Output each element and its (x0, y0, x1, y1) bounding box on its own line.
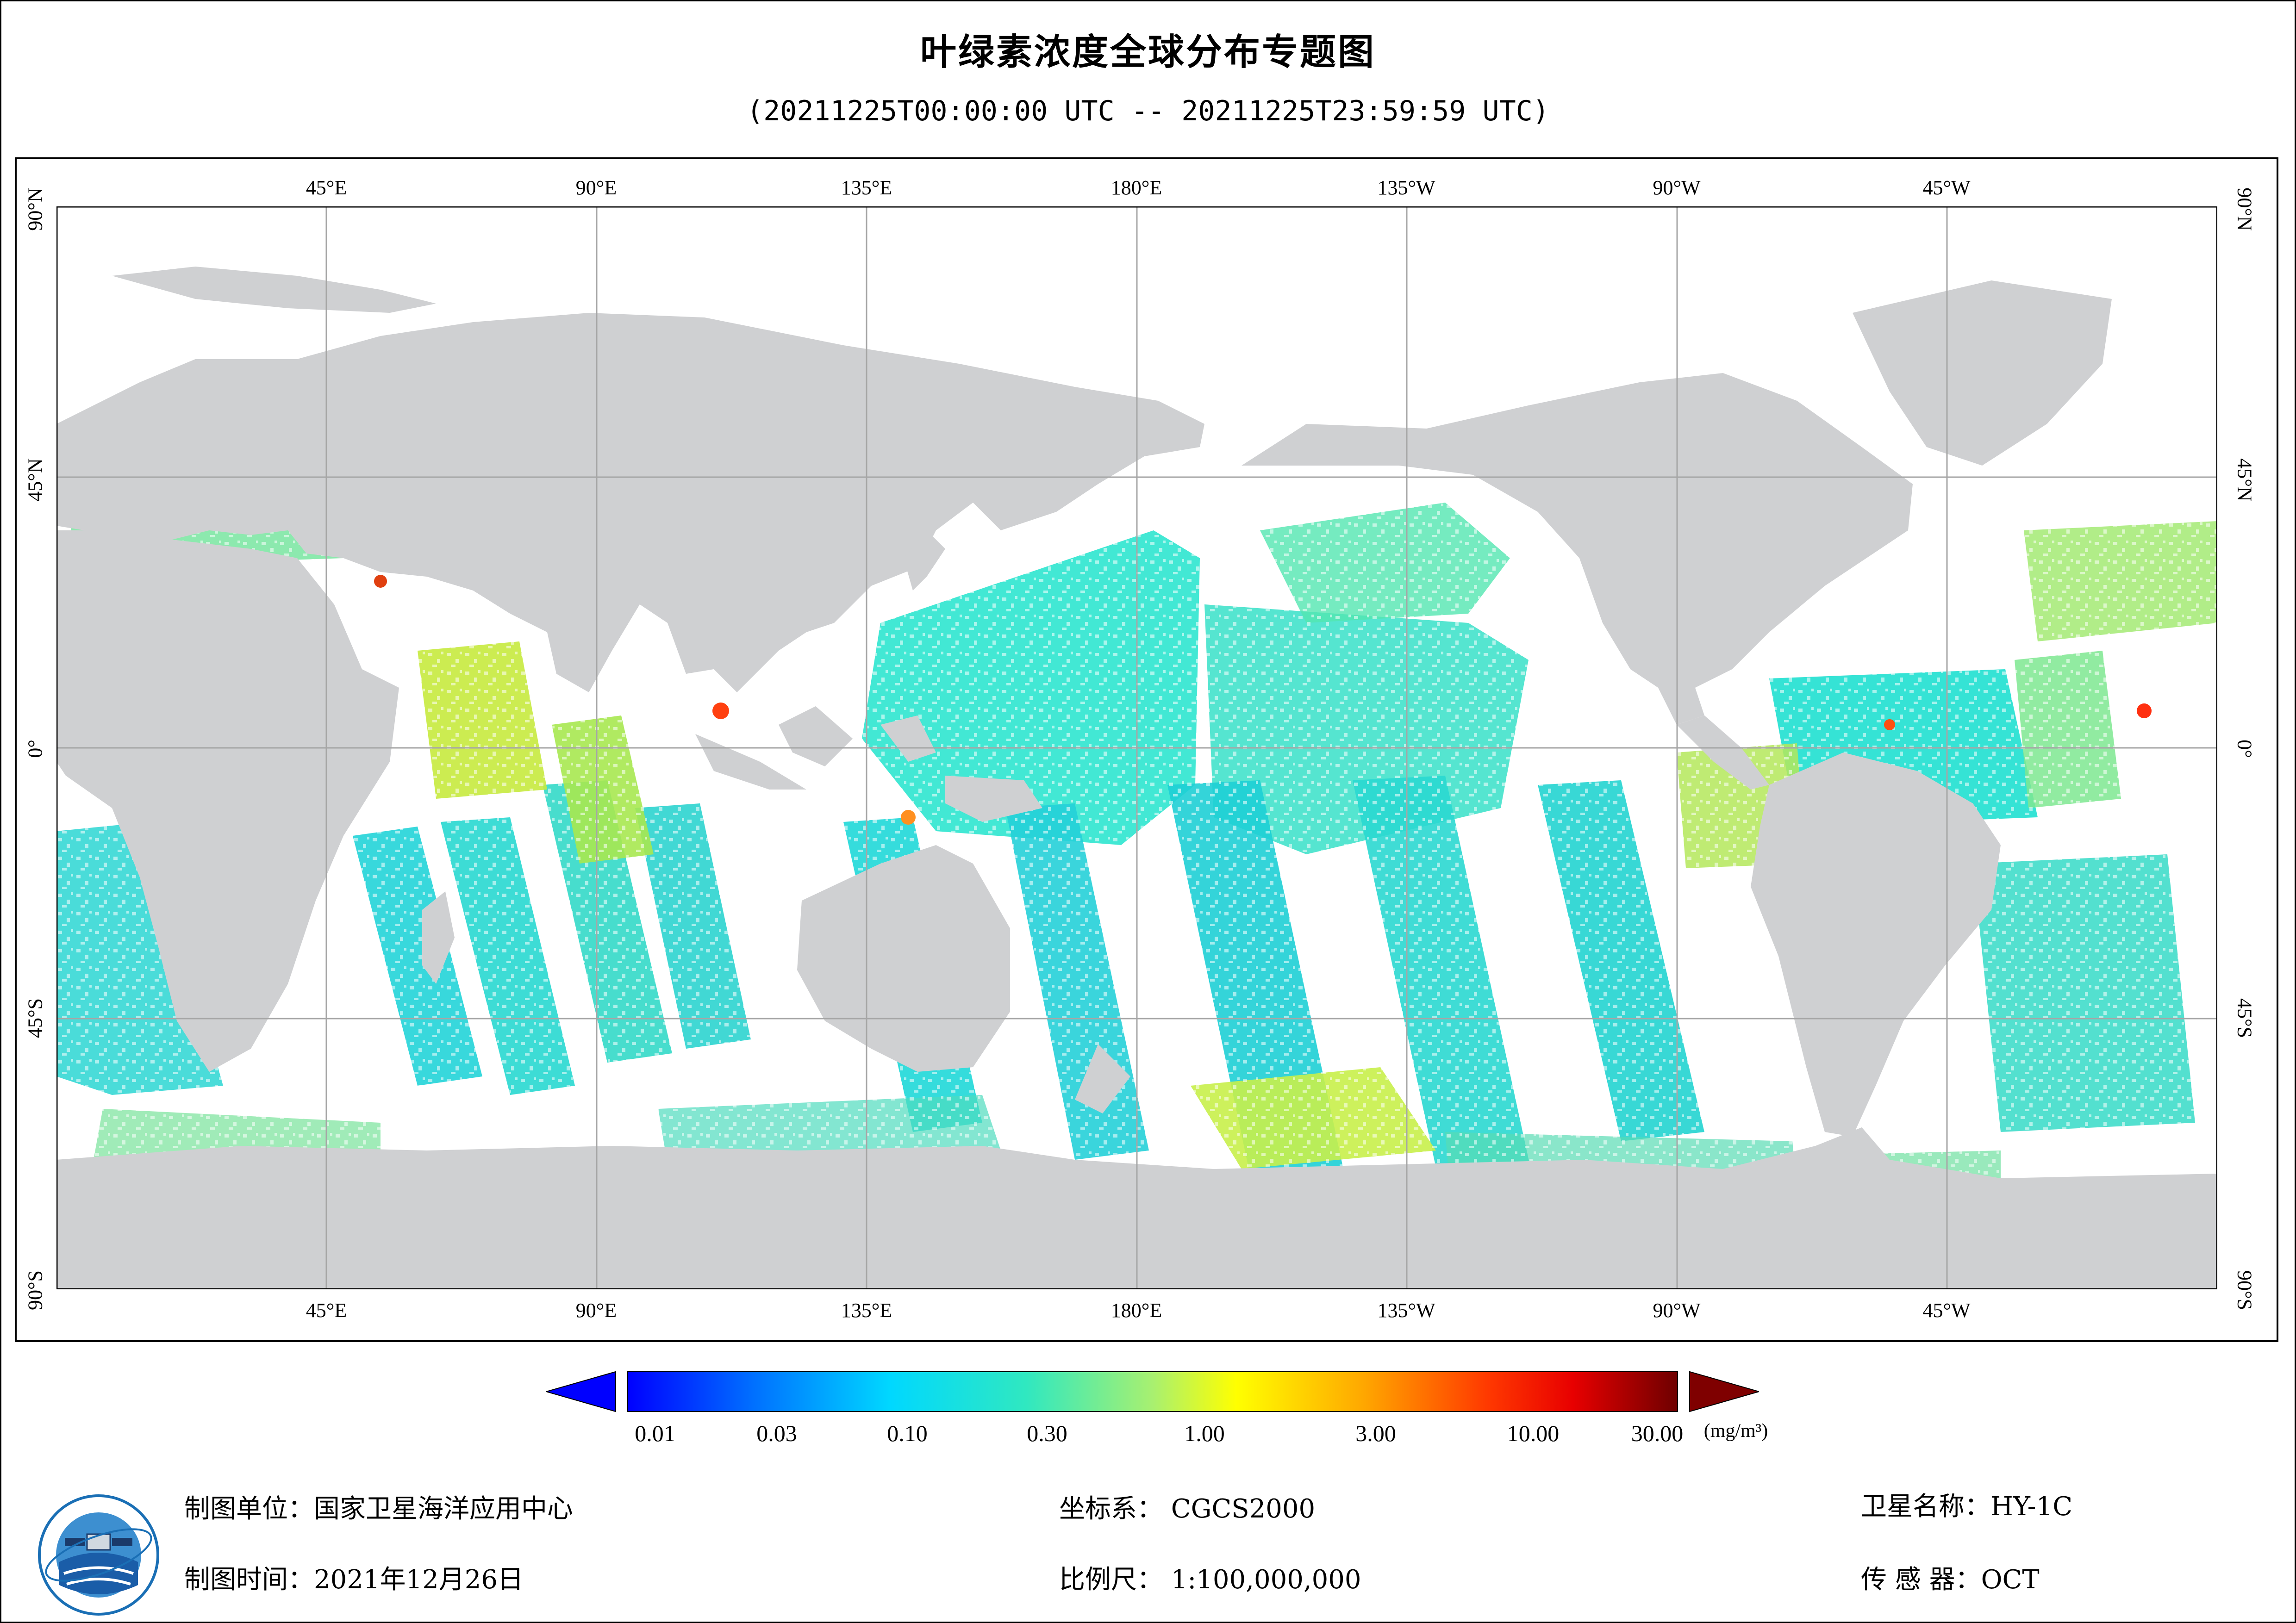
lon-label-135w-top: 135°W (1377, 176, 1435, 199)
lon-label-45w-top: 45°W (1922, 176, 1971, 199)
graticule (56, 206, 2217, 1289)
lat-label-45s-left: 45°S (24, 998, 47, 1038)
colorbar-under-arrow (546, 1371, 616, 1412)
lat-label-45n-left: 45°N (24, 458, 47, 502)
coordinate-system: 坐标系： CGCS2000 (1059, 1494, 1316, 1524)
world-map (56, 206, 2217, 1289)
colorbar-label-3: 0.30 (1027, 1420, 1067, 1446)
colorbar-label-6: 10.00 (1507, 1420, 1560, 1446)
lon-label-90e-top: 90°E (575, 176, 617, 199)
map-title: 叶绿素浓度全球分布专题图 (920, 31, 1376, 73)
production-date: 制图时间：2021年12月26日 (184, 1565, 524, 1595)
colorbar-label-2: 0.10 (887, 1420, 928, 1446)
lat-label-90s-right: 90°S (2233, 1270, 2256, 1311)
lat-label-0-left: 0° (24, 740, 47, 758)
lon-label-45e-bottom: 45°E (306, 1299, 347, 1322)
lat-label-90n-left: 90°N (24, 187, 47, 231)
colorbar-label-7: 30.00 (1631, 1420, 1684, 1446)
lon-label-135e-bottom: 135°E (841, 1299, 892, 1322)
lat-label-90n-right: 90°N (2233, 187, 2256, 231)
lon-label-45e-top: 45°E (306, 176, 347, 199)
nsoas-logo-icon (38, 1494, 159, 1616)
lat-label-45n-right: 45°N (2233, 458, 2256, 502)
map-scale: 比例尺： 1:100,000,000 (1059, 1565, 1361, 1595)
satellite-name: 卫星名称：HY-1C (1861, 1492, 2073, 1522)
lat-label-45s-right: 45°S (2233, 998, 2256, 1038)
colorbar-unit: (mg/m³) (1703, 1420, 1768, 1442)
producer-unit: 制图单位：国家卫星海洋应用中心 (184, 1494, 573, 1524)
colorbar-label-1: 0.03 (756, 1420, 797, 1446)
colorbar-label-0: 0.01 (635, 1420, 675, 1446)
colorbar-over-arrow (1689, 1371, 1759, 1412)
lon-label-90w-bottom: 90°W (1653, 1299, 1701, 1322)
lon-label-135e-top: 135°E (841, 176, 892, 199)
lon-label-180e-bottom: 180°E (1111, 1299, 1162, 1322)
lat-label-0-right: 0° (2233, 740, 2256, 758)
colorbar-gradient (627, 1371, 1678, 1412)
colorbar (546, 1371, 1759, 1412)
colorbar-label-4: 1.00 (1184, 1420, 1225, 1446)
lon-label-90w-top: 90°W (1653, 176, 1701, 199)
colorbar-label-5: 3.00 (1355, 1420, 1396, 1446)
lat-label-90s-left: 90°S (24, 1270, 47, 1311)
lon-label-180e-top: 180°E (1111, 176, 1162, 199)
sensor-name: 传 感 器：OCT (1861, 1565, 2040, 1595)
map-frame (15, 157, 2278, 1342)
lon-label-90e-bottom: 90°E (575, 1299, 617, 1322)
time-range: (20211225T00:00:00 UTC -- 20211225T23:59… (747, 95, 1549, 127)
lon-label-45w-bottom: 45°W (1922, 1299, 1971, 1322)
lon-label-135w-bottom: 135°W (1377, 1299, 1435, 1322)
